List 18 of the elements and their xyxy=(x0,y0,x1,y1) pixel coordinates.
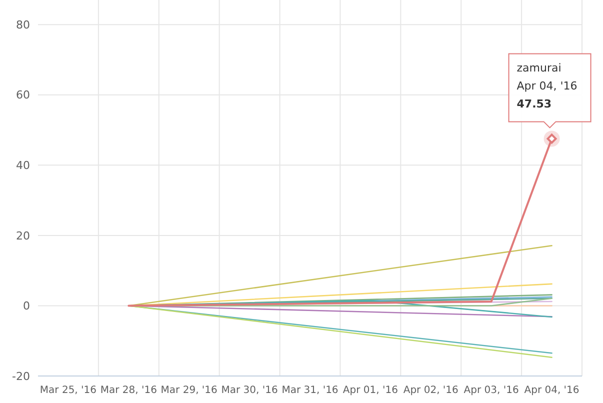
y-tick-label: 40 xyxy=(16,159,30,172)
text: zamurai xyxy=(516,62,562,75)
x-tick-label: Mar 29, '16 xyxy=(160,385,218,396)
x-tick-label: Mar 25, '16 xyxy=(40,385,97,396)
x-tick-label: Mar 31, '16 xyxy=(282,385,338,396)
y-tick-label: 0 xyxy=(23,300,30,313)
y-tick-label: 20 xyxy=(16,229,30,242)
y-tick-label: 60 xyxy=(16,88,30,102)
y-tick-label: 80 xyxy=(16,18,30,32)
x-tick-label: Apr 01, '16 xyxy=(342,385,398,396)
y-tick-label: -20 xyxy=(12,370,30,383)
x-tick-label: Mar 30, '16 xyxy=(221,385,278,396)
x-tick-label: Mar 28, '16 xyxy=(100,385,157,396)
annotation: Apr 04, '16 xyxy=(516,80,578,93)
x-tick-label: Apr 02, '16 xyxy=(403,385,458,396)
data-label: 47.53 xyxy=(516,98,552,111)
x-tick-label: Apr 04, '16 xyxy=(524,385,580,396)
x-tick-label: Apr 03, '16 xyxy=(464,385,519,396)
